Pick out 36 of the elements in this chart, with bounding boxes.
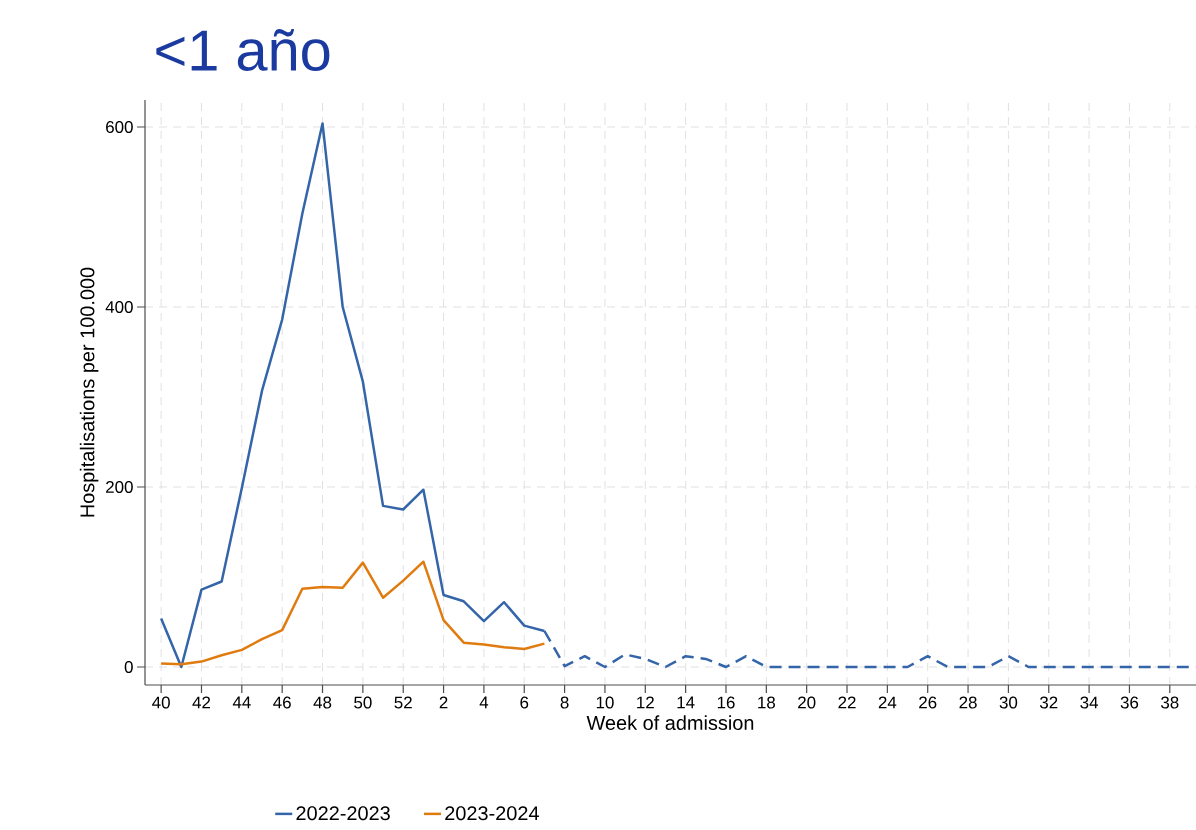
x-tick-label: 16	[717, 696, 735, 709]
x-axis-title: Week of admission	[586, 715, 754, 730]
x-tick-label: 44	[232, 696, 251, 709]
x-tick-label: 38	[1161, 696, 1179, 709]
x-tick-label: 20	[798, 696, 816, 709]
x-tick-label: 26	[919, 696, 937, 709]
x-tick-label: 14	[677, 696, 695, 709]
x-tick-label: 8	[560, 696, 569, 709]
y-tick-label: 600	[106, 121, 133, 133]
x-tick-label: 36	[1120, 696, 1139, 709]
x-tick-label: 46	[273, 696, 291, 709]
y-tick-label: 200	[106, 481, 133, 493]
chart-title: <1 año	[156, 28, 330, 71]
x-tick-label: 30	[999, 696, 1018, 709]
x-tick-label: 18	[758, 696, 776, 709]
x-tick-label: 42	[192, 696, 211, 709]
x-tick-label: 48	[313, 696, 332, 709]
x-tick-label: 50	[354, 696, 372, 709]
x-tick-label: 22	[838, 696, 856, 709]
x-tick-label: 52	[394, 696, 412, 709]
y-tick-label: 400	[105, 301, 133, 313]
y-tick-label: 0	[124, 661, 133, 673]
x-tick-label: 24	[878, 696, 897, 709]
x-tick-label: 10	[596, 696, 614, 709]
x-tick-label: 34	[1080, 696, 1099, 709]
x-tick-label: 4	[479, 696, 489, 709]
x-tick-label: 6	[520, 696, 529, 709]
x-tick-label: 32	[1039, 696, 1058, 709]
legend-label: 2023-2024	[445, 806, 539, 821]
x-tick-label: 40	[152, 696, 170, 709]
legend-label: 2022-2023	[296, 806, 390, 821]
x-tick-label: 2	[439, 696, 448, 709]
x-tick-label: 12	[637, 696, 654, 709]
x-tick-label: 28	[959, 696, 977, 709]
line-series	[159, 560, 546, 666]
y-axis-title: Hospitalisations per 100.000	[79, 267, 99, 517]
